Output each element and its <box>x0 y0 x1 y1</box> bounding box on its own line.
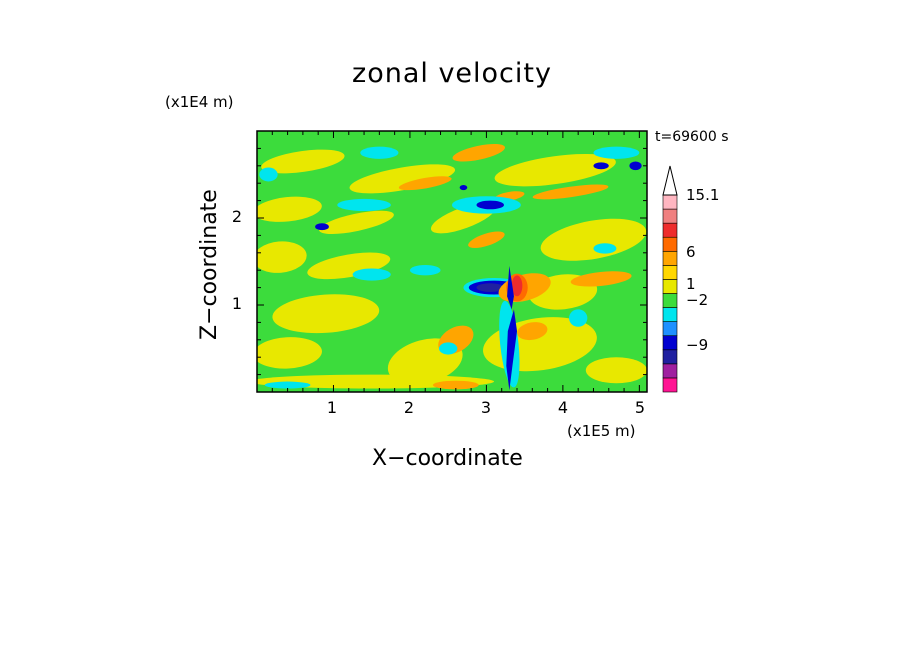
yellow-band <box>272 294 380 334</box>
orange-band <box>398 176 452 191</box>
time-label: t=69600 s <box>655 129 729 145</box>
cyan-patch <box>352 268 391 281</box>
x-tick-label: 1 <box>326 398 338 417</box>
y-axis-unit: (x1E4 m) <box>165 93 234 111</box>
negative-streak <box>476 200 504 210</box>
x-tick-label: 2 <box>403 398 415 417</box>
colorbar <box>662 165 678 393</box>
yellow-band <box>585 357 647 384</box>
colorbar-segment <box>662 307 678 322</box>
colorbar-segment <box>662 194 678 210</box>
colorbar-extension-arrow <box>662 165 678 196</box>
orange-band <box>432 380 479 390</box>
colorbar-segment <box>662 208 678 224</box>
colorbar-label: 6 <box>686 243 696 261</box>
yellow-band <box>494 153 616 187</box>
colorbar-label: −2 <box>686 291 709 309</box>
y-tick-label: 1 <box>231 294 242 313</box>
axis-ticks <box>257 131 647 392</box>
x-tick-label: 4 <box>557 398 569 417</box>
colorbar-segment <box>662 363 678 379</box>
negative-streak <box>593 162 609 170</box>
orange-band <box>517 322 548 341</box>
x-axis-label: X−coordinate <box>372 446 523 471</box>
cyan-patch <box>439 342 458 355</box>
orange-band <box>468 231 505 249</box>
colorbar-segment <box>662 335 678 351</box>
negative-streak <box>459 184 468 191</box>
orange-band <box>532 184 609 200</box>
y-tick-label: 2 <box>231 207 242 226</box>
velocity-field <box>257 131 647 392</box>
orange-band <box>452 143 505 162</box>
yellow-band <box>257 196 322 222</box>
positive-core <box>511 275 523 297</box>
yellow-band <box>307 252 391 280</box>
cyan-patch <box>264 381 311 389</box>
colorbar-segment <box>662 321 678 337</box>
cyan-patch <box>360 146 399 159</box>
colorbar-segment <box>662 279 678 294</box>
yellow-band <box>349 164 456 194</box>
cyan-patch <box>569 309 588 327</box>
cyan-patch <box>593 243 617 254</box>
colorbar-label: 15.1 <box>686 186 720 204</box>
cyan-patch <box>409 264 441 276</box>
colorbar-segment <box>662 250 678 266</box>
negative-core-inner <box>476 283 504 292</box>
yellow-band <box>540 218 647 261</box>
x-axis-unit: (x1E5 m) <box>567 422 636 440</box>
plot-frame <box>256 130 648 393</box>
yellow-band <box>257 241 307 273</box>
cyan-patch <box>337 198 391 212</box>
cyan-patch <box>593 146 640 159</box>
negative-streak <box>315 223 329 231</box>
orange-band <box>570 271 632 287</box>
colorbar-segment <box>662 349 678 365</box>
negative-stem <box>506 309 517 391</box>
colorbar-segment <box>662 377 678 393</box>
colorbar-label: −9 <box>686 336 709 354</box>
colorbar-label: 1 <box>686 275 696 293</box>
colorbar-segment <box>662 222 678 238</box>
x-tick-label: 5 <box>634 398 646 417</box>
colorbar-segment <box>662 265 678 280</box>
yellow-band <box>318 210 394 234</box>
x-tick-label: 3 <box>480 398 492 417</box>
yellow-band <box>257 337 322 369</box>
negative-streak <box>629 161 642 171</box>
yellow-band <box>261 149 345 174</box>
cyan-patch <box>259 167 278 182</box>
colorbar-segment <box>662 236 678 252</box>
colorbar-segment <box>662 293 678 308</box>
negative-stem-upper <box>507 265 514 310</box>
chart-title: zonal velocity <box>352 58 552 89</box>
